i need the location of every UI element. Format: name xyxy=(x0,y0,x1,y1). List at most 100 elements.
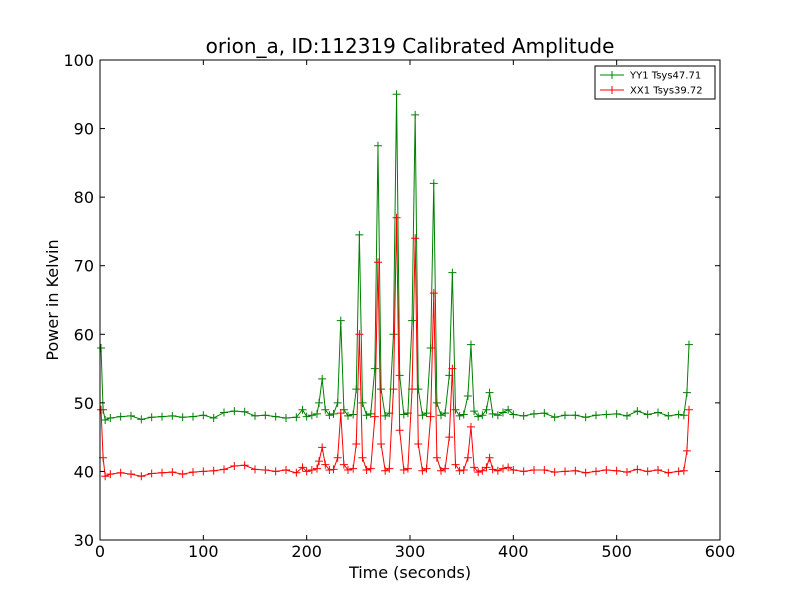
data-point-marker xyxy=(302,467,311,476)
data-point-marker xyxy=(158,468,166,477)
data-point-marker xyxy=(230,461,239,470)
data-point-marker xyxy=(485,388,494,397)
data-point-marker xyxy=(499,464,507,473)
data-point-marker xyxy=(643,467,652,476)
data-point-marker xyxy=(445,433,454,442)
data-point-marker xyxy=(220,465,228,474)
legend-swatch-marker xyxy=(608,71,616,79)
data-point-marker xyxy=(352,385,361,394)
data-point-marker xyxy=(612,409,621,418)
data-point-marker xyxy=(674,410,683,419)
data-point-marker xyxy=(315,457,324,466)
data-point-marker xyxy=(561,467,569,476)
y-tick-label: 100 xyxy=(63,51,94,70)
data-point-marker xyxy=(448,268,457,277)
data-point-marker xyxy=(519,411,528,420)
data-point-marker xyxy=(418,466,427,475)
data-point-marker xyxy=(373,258,382,267)
data-point-marker xyxy=(571,466,580,475)
data-point-marker xyxy=(189,412,197,421)
data-point-marker xyxy=(261,411,270,420)
data-point-marker xyxy=(422,464,431,473)
data-point-marker xyxy=(411,110,420,119)
data-point-marker xyxy=(550,413,559,422)
data-point-marker xyxy=(292,468,301,477)
data-point-marker xyxy=(189,468,197,477)
data-point-marker xyxy=(459,466,468,475)
data-point-marker xyxy=(488,465,497,474)
data-point-marker xyxy=(329,409,338,418)
data-point-marker xyxy=(377,440,386,448)
data-point-marker xyxy=(101,416,110,424)
data-point-marker xyxy=(329,465,338,474)
data-point-marker xyxy=(540,466,549,475)
data-point-marker xyxy=(493,466,502,475)
data-point-marker xyxy=(298,463,307,472)
data-point-marker xyxy=(389,330,398,339)
data-point-marker xyxy=(240,461,249,470)
data-point-marker xyxy=(612,466,621,475)
data-point-marker xyxy=(352,440,361,448)
data-point-marker xyxy=(261,466,270,475)
data-point-marker xyxy=(403,464,412,473)
data-point-marker xyxy=(451,405,460,414)
data-point-marker xyxy=(381,466,390,475)
data-point-marker xyxy=(470,463,479,472)
legend-entry: XX1 Tsys39.72 xyxy=(600,86,703,97)
data-point-marker xyxy=(106,413,115,422)
data-point-marker xyxy=(392,90,401,99)
data-point-marker xyxy=(437,411,445,420)
y-tick-label: 50 xyxy=(74,394,94,413)
data-point-marker xyxy=(325,411,334,420)
data-point-marker xyxy=(336,316,345,325)
data-point-marker xyxy=(414,440,423,448)
data-point-marker xyxy=(366,464,375,473)
data-point-marker xyxy=(463,453,472,462)
data-point-marker xyxy=(418,411,427,420)
data-point-marker xyxy=(485,453,494,462)
data-point-marker xyxy=(426,344,435,352)
data-point-marker xyxy=(478,466,487,475)
data-point-marker xyxy=(127,411,135,420)
data-point-marker xyxy=(395,371,404,380)
data-point-marker xyxy=(302,412,311,421)
data-point-marker xyxy=(399,466,408,475)
legend-swatch-marker xyxy=(608,86,616,94)
data-point-marker xyxy=(127,470,135,479)
legend-entry: YY1 Tsys47.71 xyxy=(600,71,701,82)
data-point-marker xyxy=(362,411,371,420)
data-point-marker xyxy=(674,467,683,476)
data-point-marker xyxy=(321,405,330,414)
data-point-marker xyxy=(504,463,513,472)
data-point-marker xyxy=(679,411,688,420)
data-point-marker xyxy=(509,410,518,419)
data-point-marker xyxy=(474,468,483,477)
data-point-marker xyxy=(377,385,386,394)
data-point-marker xyxy=(344,466,352,475)
data-point-marker xyxy=(451,460,460,469)
data-point-marker xyxy=(349,464,358,473)
data-point-marker xyxy=(178,413,187,422)
data-point-marker xyxy=(370,364,379,373)
data-point-marker xyxy=(333,398,342,407)
data-point-marker xyxy=(282,466,290,475)
legend-box xyxy=(594,65,716,100)
x-tick-label: 300 xyxy=(395,542,426,561)
data-point-marker xyxy=(389,385,398,394)
data-point-marker xyxy=(679,466,688,475)
data-point-marker xyxy=(482,463,491,472)
data-point-marker xyxy=(448,364,457,373)
data-point-marker xyxy=(493,411,502,420)
data-point-marker xyxy=(664,411,673,420)
data-point-marker xyxy=(432,398,441,407)
data-point-marker xyxy=(307,466,316,475)
data-point-marker xyxy=(466,422,475,431)
data-point-marker xyxy=(602,466,611,475)
data-point-marker xyxy=(466,340,475,349)
data-point-marker xyxy=(271,467,280,476)
data-point-marker xyxy=(373,141,382,150)
data-point-marker xyxy=(581,468,590,477)
data-point-marker xyxy=(581,413,590,422)
x-tick-label: 200 xyxy=(291,542,322,561)
